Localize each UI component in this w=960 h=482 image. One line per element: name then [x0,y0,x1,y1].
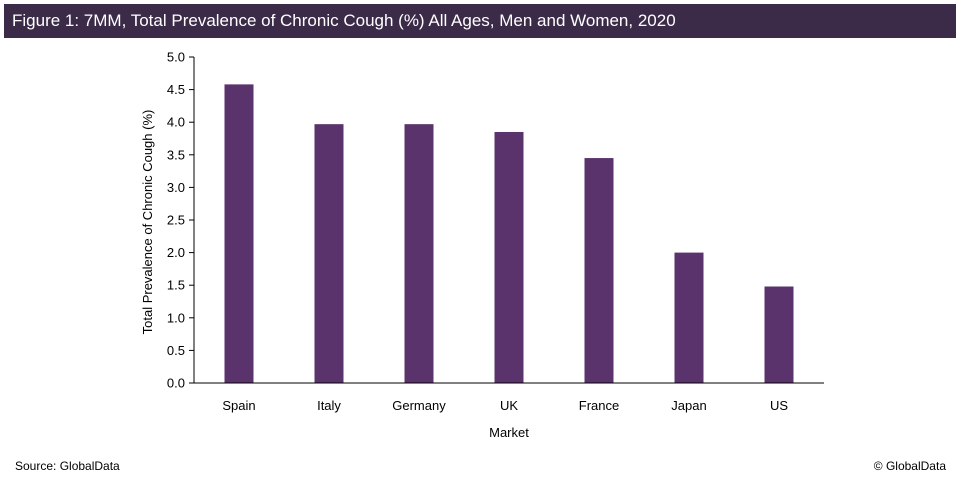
bar-germany [404,124,434,383]
y-tick-label: 1.5 [167,278,185,293]
x-tick-label: Italy [317,398,341,413]
source-note: Source: GlobalData [15,459,120,473]
y-tick-label: 4.0 [167,115,185,130]
y-tick-label: 2.0 [167,245,185,260]
y-tick-label: 3.0 [167,180,185,195]
x-tick-label: US [770,398,788,413]
x-tick-label: Spain [222,398,255,413]
bar-italy [314,124,344,383]
x-axis-title: Market [489,425,529,440]
bar-japan [674,252,704,383]
bars [224,84,794,383]
y-tick-label: 4.5 [167,82,185,97]
y-axis-ticks: 0.0 0.5 1.0 1.5 2.0 2.5 3.0 3.5 4.0 4.5 5.0 [167,50,194,391]
copyright-note: © GlobalData [873,459,946,473]
chart-title: Figure 1: 7MM, Total Prevalence of Chron… [4,4,956,38]
x-axis-category-labels: Spain Italy Germany UK France Japan US [222,398,788,413]
bar-us [764,286,794,383]
x-tick-label: UK [500,398,518,413]
x-tick-label: France [579,398,619,413]
x-tick-label: Japan [671,398,706,413]
y-tick-label: 1.0 [167,310,185,325]
bar-spain [224,84,254,383]
y-tick-label: 3.5 [167,147,185,162]
y-axis-title: Total Prevalence of Chronic Cough (%) [140,110,155,335]
x-tick-label: Germany [392,398,446,413]
bar-france [584,158,614,383]
bar-uk [494,131,524,383]
y-tick-label: 5.0 [167,50,185,65]
y-tick-label: 0.0 [167,376,185,391]
y-tick-label: 0.5 [167,343,185,358]
y-tick-label: 2.5 [167,213,185,228]
